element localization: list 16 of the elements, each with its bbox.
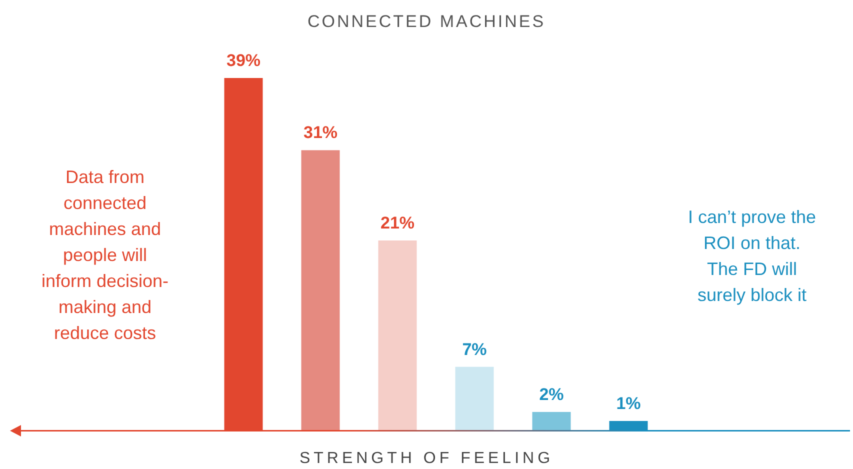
data-label: 21% [380, 213, 415, 232]
bar [532, 412, 571, 430]
text: I can’t prove the ROI on that. The FD will surely block it [688, 207, 816, 305]
bar [301, 150, 340, 430]
data-label: 31% [303, 123, 338, 142]
data-label: 1% [616, 394, 641, 413]
bar [224, 78, 263, 430]
bar [455, 366, 494, 430]
bar [609, 420, 648, 430]
bar [378, 240, 417, 430]
data-label: 7% [462, 340, 487, 359]
text: Data from connected machines and people will inform decision- making and reduce costs [41, 167, 169, 343]
x-axis-title: STRENGTH OF FEELING [299, 450, 554, 467]
data-label: 39% [226, 51, 261, 70]
chart-title: CONNECTED MACHINES [307, 12, 546, 31]
data-label: 2% [539, 384, 564, 404]
